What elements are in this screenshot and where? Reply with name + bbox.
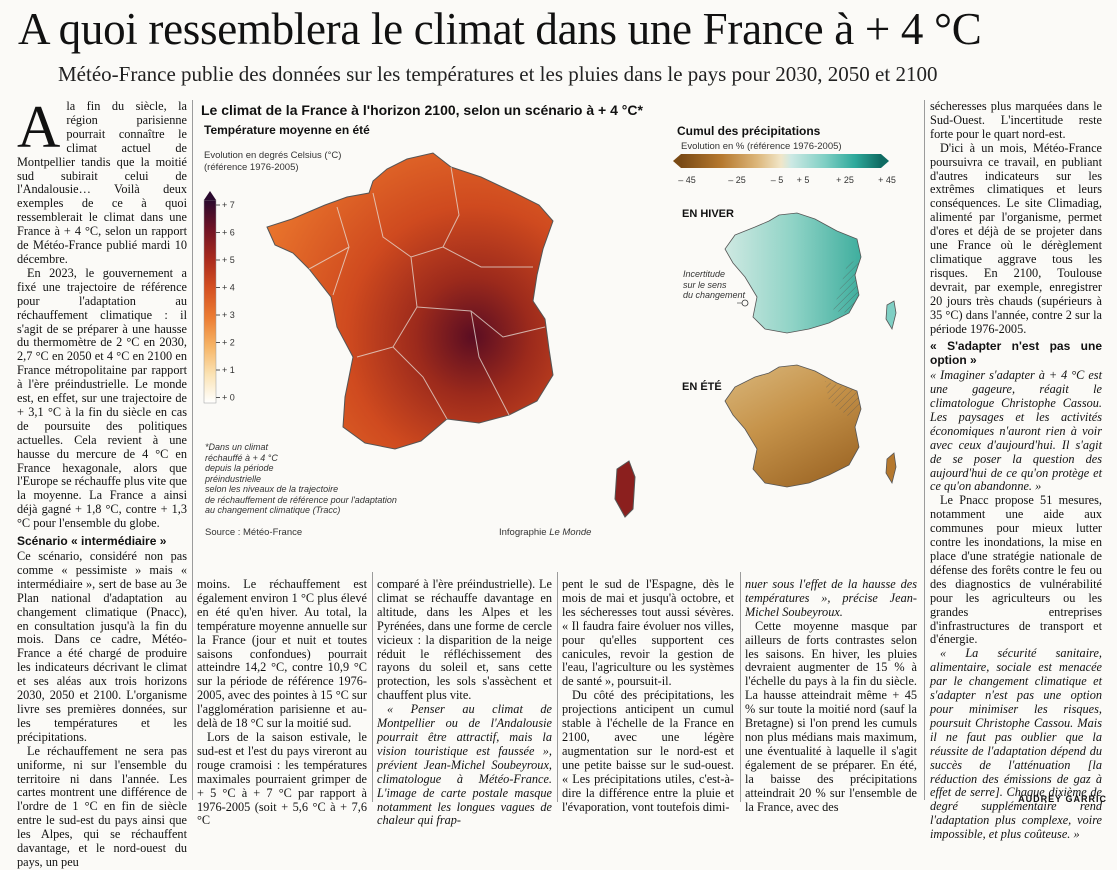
column-divider — [192, 100, 193, 800]
france-winter-map — [724, 212, 862, 334]
paragraph: En 2023, le gouvernement a fixé une traj… — [17, 265, 187, 531]
colorbar-arrow-right — [881, 154, 889, 168]
footnote-line: au changement climatique (Tracc) — [205, 505, 341, 515]
summer-label: EN ÉTÉ — [682, 381, 722, 393]
temp-tick-label: + 1 — [222, 365, 235, 375]
subheadline: Météo-France publie des données sur les … — [58, 62, 938, 86]
uncertainty-hatch-summer — [825, 381, 861, 417]
temp-tick-label: + 0 — [222, 393, 235, 403]
precip-tick-label: – 45 — [678, 175, 696, 185]
paragraph: Lors de la saison estivale, le sud-est e… — [197, 729, 367, 828]
paragraph: D'ici à un mois, Météo-France poursuivra… — [930, 140, 1102, 336]
paragraph: Le réchauffement ne sera pas uniforme, n… — [17, 743, 187, 869]
uncertainty-hatch-winter — [833, 257, 861, 313]
temperature-colorbar — [203, 199, 217, 404]
corsica-temperature — [614, 460, 636, 518]
paragraph: moins. Le réchauffement est également en… — [197, 577, 367, 731]
temperature-ticks: + 7 + 6 + 5 + 4 + 3 + 2 + 1 + 0 — [216, 200, 235, 403]
uncertainty-line: sur le sens — [683, 279, 727, 290]
paragraph: Cette moyenne masque par ailleurs de for… — [745, 618, 917, 814]
paragraph: « La sécurité sanitaire, alimentaire, so… — [930, 646, 1102, 842]
section-heading: Scénario « intermédiaire » — [17, 534, 167, 549]
precipitation-title: Cumul des précipitations — [677, 124, 821, 138]
dropcap: A — [17, 94, 61, 160]
temp-tick-label: + 5 — [222, 255, 235, 265]
paragraph: sécheresses plus marquées dans le Sud-Ou… — [930, 99, 1102, 141]
france-temperature-map — [266, 152, 554, 450]
uncertainty-line: du changement — [683, 290, 746, 300]
author-credit: AUDREY GARRIC — [1018, 794, 1107, 804]
precip-tick-label: + 5 — [797, 175, 810, 185]
section-heading: « S'adapter n'est pas une option » — [930, 339, 1102, 368]
paragraph: « Imaginer s'adapter à + 4 °C est une ga… — [930, 368, 1102, 494]
paragraph: Du côté des précipitations, les projecti… — [562, 688, 734, 814]
footnote-line: depuis la période — [205, 463, 274, 473]
column-2: moins. Le réchauffement est également en… — [197, 577, 367, 828]
infographic: + 7 + 6 + 5 + 4 + 3 + 2 + 1 + 0 – 45– 25– 5 + 5 +… — [197, 97, 927, 549]
temperature-unit: Evolution en degrés Celsius (°C) — [204, 150, 342, 161]
uncertainty-label: Incertitude sur le sens du changement — [683, 269, 745, 301]
column-6: sécheresses plus marquées dans le Sud-Ou… — [930, 99, 1102, 842]
temp-tick-label: + 2 — [222, 338, 235, 348]
corsica-summer — [885, 452, 897, 485]
paragraph: la fin du siècle, la région parisienne p… — [17, 99, 187, 266]
corsica-winter — [885, 300, 897, 331]
colorbar-arrow-left — [673, 154, 681, 168]
paragraph: Ce scénario, considéré non pas comme « p… — [17, 549, 187, 744]
precipitation-unit: Evolution en % (référence 1976-2005) — [681, 141, 842, 152]
infographic-graphic: + 7+ 6+ 5+ 4+ 3+ 2+ 1+ 0 – 45– 25– 5 + 5 +… — [203, 152, 897, 518]
infographie-label: Infographie — [499, 527, 547, 538]
paragraph: nuer sous l'effet de la hausse des tempé… — [745, 577, 917, 619]
uncertainty-marker — [741, 299, 749, 307]
column-divider — [557, 572, 558, 802]
france-summer-map — [724, 364, 862, 488]
temp-tick-label: + 4 — [222, 283, 235, 293]
paragraph: pent le sud de l'Espagne, dès le mois de… — [562, 577, 734, 689]
column-divider — [372, 572, 373, 802]
temp-tick-label: + 7 — [222, 200, 235, 210]
temperature-reference: (référence 1976-2005) — [204, 162, 299, 173]
column-4: pent le sud de l'Espagne, dès le mois de… — [562, 577, 734, 814]
footnote-line: réchauffé à + 4 °C — [205, 452, 278, 463]
region-borders — [308, 166, 546, 420]
temperature-title: Température moyenne en été — [204, 123, 370, 137]
column-3: comparé à l'ère préindustrielle). Le cli… — [377, 577, 552, 828]
infographie-credit: Infographie Le Monde — [499, 527, 591, 538]
precip-tick-label: – 25 — [728, 175, 746, 185]
source: Source : Météo-France — [205, 527, 303, 538]
precip-tick-label: + 45 — [878, 175, 896, 185]
winter-label: EN HIVER — [682, 208, 734, 220]
footnote-line: selon les niveaux de la trajectoire — [205, 484, 339, 494]
footnote: *Dans un climat réchauffé à + 4 °C depui… — [205, 442, 535, 516]
colorbar-arrow — [204, 191, 216, 200]
precipitation-colorbar — [681, 154, 881, 168]
footnote-line: de réchauffement de référence pour l'ada… — [205, 494, 397, 505]
temp-tick-label: + 6 — [222, 228, 235, 238]
precip-tick-label: – 5 — [771, 175, 784, 185]
precip-tick-label: + 25 — [836, 175, 854, 185]
precipitation-ticks: – 45 – 25 – 5 + 5 + 25 + 45 — [678, 175, 896, 185]
uncertainty-line: Incertitude — [683, 269, 726, 279]
paragraph: Le Pnacc propose 51 mesures, notamment u… — [930, 493, 1102, 647]
footnote-line: préindustrielle — [205, 473, 262, 484]
publication-name: Le Monde — [549, 527, 592, 538]
headline: A quoi ressemblera le climat dans une Fr… — [18, 4, 982, 54]
column-5: nuer sous l'effet de la hausse des tempé… — [745, 577, 917, 814]
infographic-title: Le climat de la France à l'horizon 2100,… — [201, 102, 643, 118]
paragraph: comparé à l'ère préindustrielle). Le cli… — [377, 577, 552, 703]
footnote-line: *Dans un climat — [205, 442, 269, 452]
temp-tick-label: + 3 — [222, 310, 235, 320]
column-divider — [740, 572, 741, 802]
column-divider — [924, 100, 925, 800]
